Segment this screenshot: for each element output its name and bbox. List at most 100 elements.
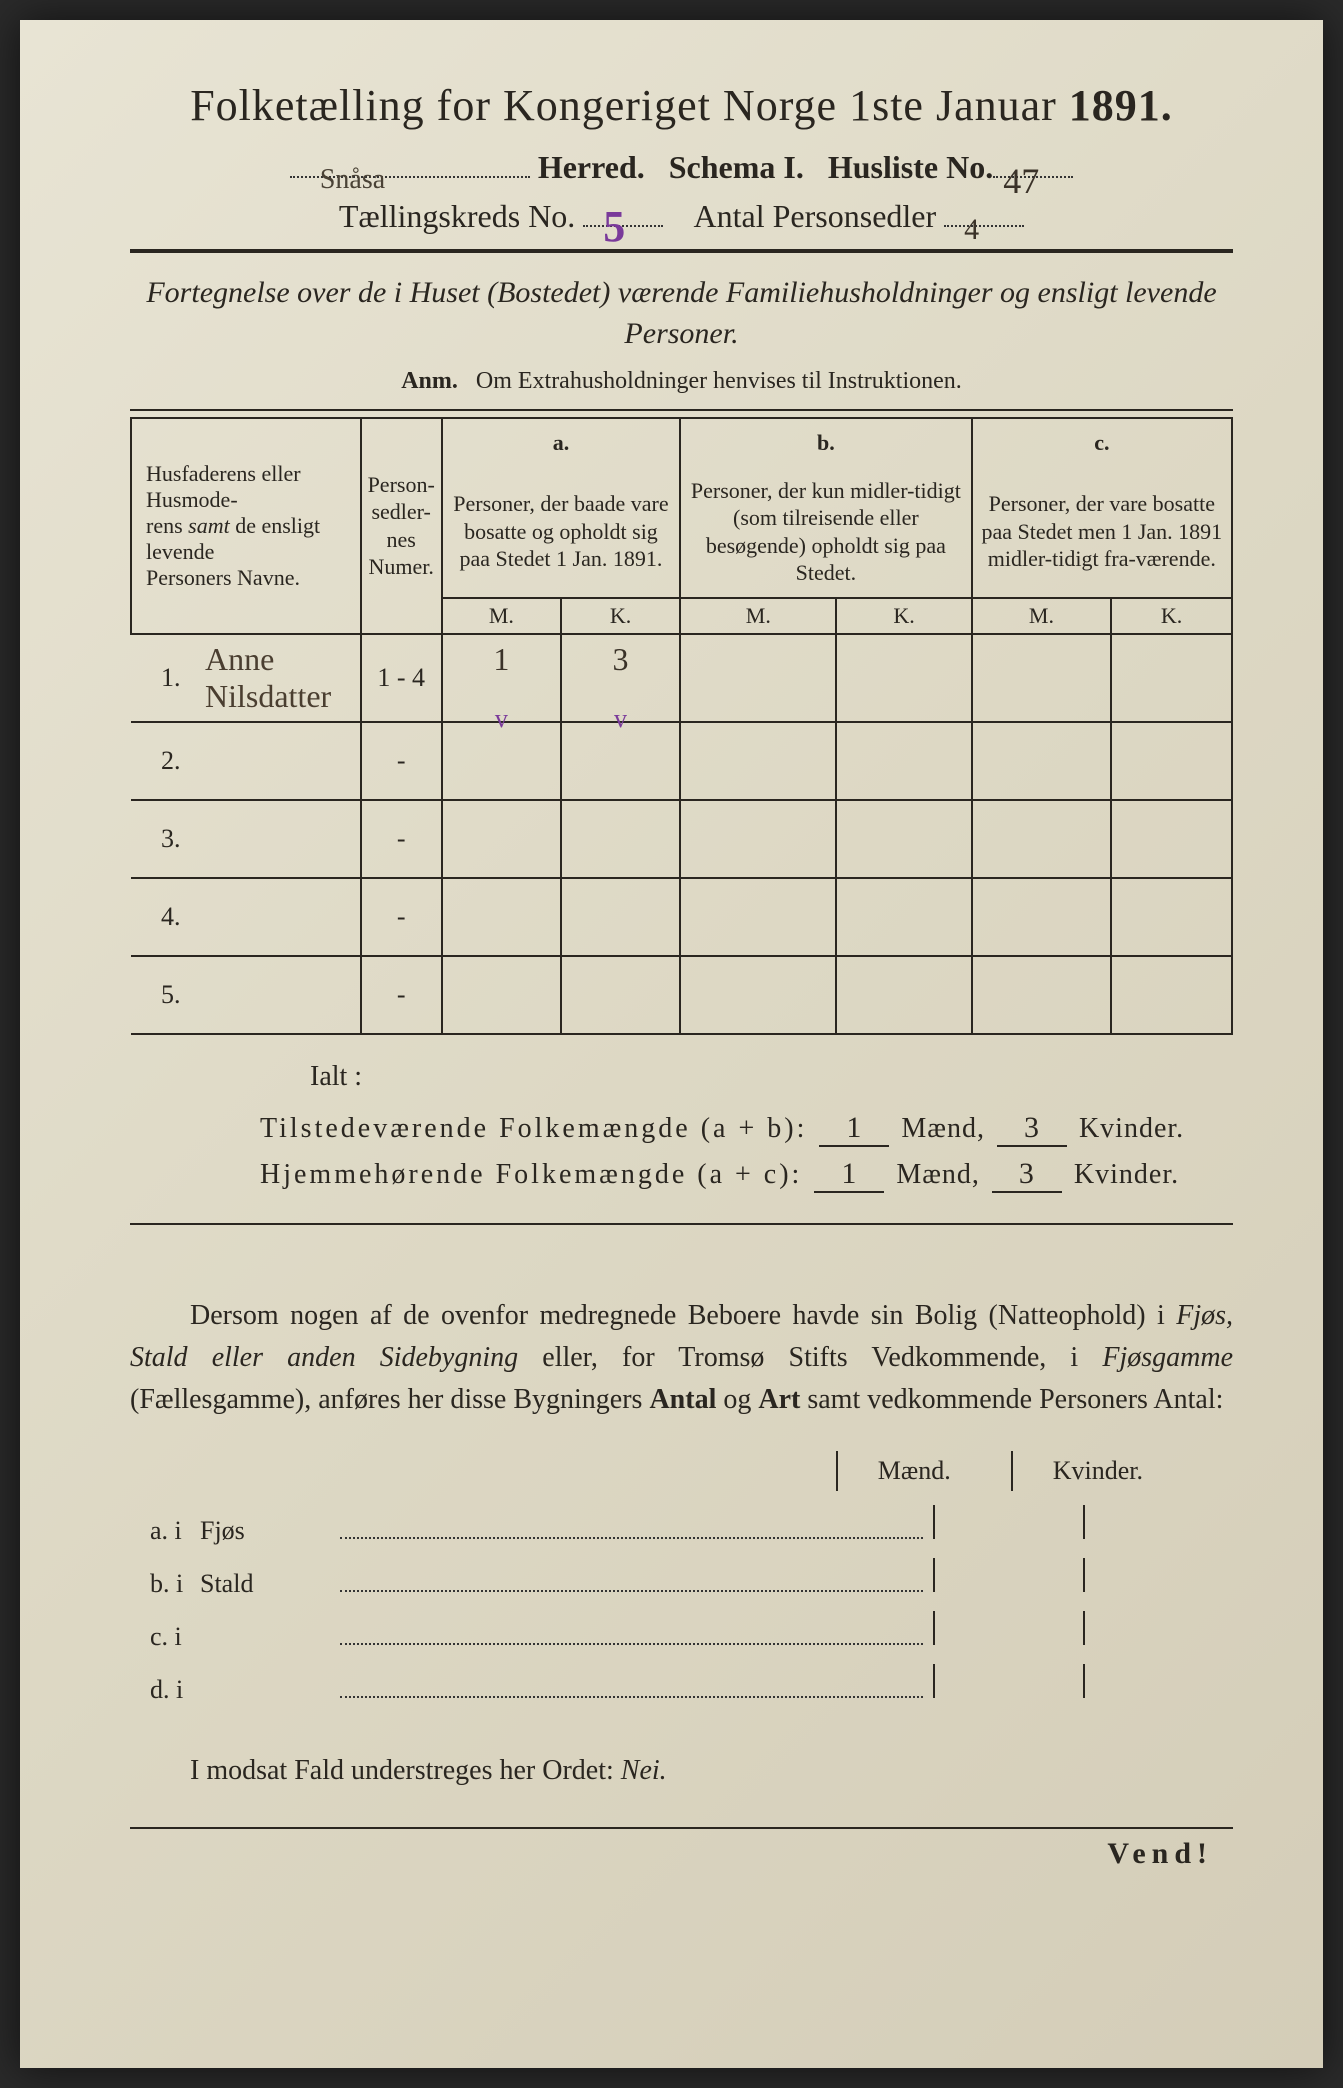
d-b2: Art [758, 1384, 800, 1415]
a-m: M. [442, 598, 561, 634]
c-k: K. [1111, 598, 1232, 634]
sep [933, 1611, 1083, 1645]
sum1-m: 1 [819, 1111, 889, 1147]
col-b-text: Personer, der kun midler-tidigt (som til… [680, 467, 972, 598]
building-row: d. i [130, 1664, 1233, 1705]
dots [340, 1684, 923, 1698]
vend-label: Vend! [130, 1837, 1233, 1871]
building-row: a. i Fjøs [130, 1505, 1233, 1546]
b-txt: Fjøs [200, 1516, 340, 1546]
row-b-k [836, 956, 971, 1034]
row-b-m [680, 634, 836, 722]
b-lbl: a. i [130, 1516, 200, 1546]
col-c-top: c. [972, 418, 1232, 467]
row-name: Anne Nilsdatter [201, 634, 361, 722]
d-p4: og [716, 1384, 758, 1415]
dots [340, 1578, 923, 1592]
herred-label: Herred. [538, 149, 645, 185]
a-label: a. [553, 430, 570, 455]
sum2-label: Hjemmehørende Folkemængde (a + c): [260, 1159, 802, 1190]
sep [933, 1558, 1083, 1592]
row-b-k [836, 800, 971, 878]
row-b-m [680, 722, 836, 800]
row-b-k [836, 722, 971, 800]
row-name [201, 956, 361, 1034]
kreds-field: 5 [583, 225, 663, 227]
dersom-paragraph: Dersom nogen af de ovenfor medregnede Be… [130, 1295, 1233, 1421]
row-c-m [972, 800, 1112, 878]
row-c-m [972, 722, 1112, 800]
sep [933, 1505, 1083, 1539]
b-lbl: c. i [130, 1622, 200, 1652]
table-row: 2. - [131, 722, 1232, 800]
c-label: c. [1094, 430, 1109, 455]
sedler-value: 4 [964, 213, 979, 247]
row-name [201, 800, 361, 878]
row-name [201, 722, 361, 800]
mk-m: Mænd. [836, 1451, 951, 1491]
anm-line: Anm. Om Extrahusholdninger henvises til … [130, 368, 1233, 395]
ialt-label: Ialt : [310, 1061, 1233, 1093]
col-names-header: Husfaderens eller Husmode- rens samt de … [131, 418, 361, 634]
sedler-field: 4 [944, 225, 1024, 227]
anm-label: Anm. [401, 368, 458, 394]
row-c-m [972, 878, 1112, 956]
kreds-value: 5 [603, 201, 625, 252]
row-num: 5. [131, 956, 201, 1034]
a-k: K. [561, 598, 680, 634]
row-a-m [442, 956, 561, 1034]
sep [1083, 1505, 1233, 1539]
dots [340, 1525, 923, 1539]
d-p5: samt vedkommende Personers Antal: [800, 1384, 1223, 1415]
sum2-m: 1 [814, 1157, 884, 1193]
row-num: 3. [131, 800, 201, 878]
b-lbl: b. i [130, 1569, 200, 1599]
divider-thick [130, 249, 1233, 253]
row-a-k [561, 800, 680, 878]
sum2-m-label: Mænd, [896, 1159, 980, 1190]
col-a-text: Personer, der baade vare bosatte og opho… [442, 467, 680, 598]
census-table: Husfaderens eller Husmode- rens samt de … [130, 417, 1233, 1035]
sep [1083, 1558, 1233, 1592]
main-title: Folketælling for Kongeriget Norge 1ste J… [130, 80, 1233, 131]
header-line-2: Snåsa Herred. Schema I. Husliste No.47 [130, 149, 1233, 186]
table-row: 3. - [131, 800, 1232, 878]
col-b-top: b. [680, 418, 972, 467]
husliste-label: Husliste No. [828, 149, 993, 185]
row-c-k [1111, 800, 1232, 878]
divider-thin-2 [130, 1223, 1233, 1225]
row-a-k [561, 878, 680, 956]
schema-label: Schema I. [669, 149, 804, 185]
husliste-field: 47 [993, 176, 1073, 178]
row-b-k [836, 634, 971, 722]
d-p2: eller, for Tromsø Stifts Vedkommende, i [518, 1342, 1102, 1373]
sedler-label: Antal Personsedler [694, 198, 937, 234]
col-c-text: Personer, der vare bosatte paa Stedet me… [972, 467, 1232, 598]
table-header-row-1: Husfaderens eller Husmode- rens samt de … [131, 418, 1232, 467]
anm-text: Om Extrahusholdninger henvises til Instr… [476, 368, 962, 394]
val: 3 [613, 641, 629, 677]
d-p3: (Fællesgamme), anføres her disse Bygning… [130, 1384, 649, 1415]
sep [933, 1664, 1083, 1698]
content-area: Folketælling for Kongeriget Norge 1ste J… [130, 80, 1233, 1871]
sum-hjemme: Hjemmehørende Folkemængde (a + c): 1 Mæn… [260, 1157, 1233, 1193]
header-line-3: Tællingskreds No. 5 Antal Personsedler 4 [130, 198, 1233, 235]
d-b1: Antal [649, 1384, 716, 1415]
herred-value: Snåsa [320, 164, 385, 196]
b-label: b. [817, 430, 835, 455]
dots [340, 1631, 923, 1645]
title-text: Folketælling for Kongeriget Norge 1ste J… [190, 81, 1069, 130]
c-m: M. [972, 598, 1112, 634]
row-a-m [442, 800, 561, 878]
mk-k: Kvinder. [1011, 1451, 1143, 1491]
row-name [201, 878, 361, 956]
sum1-m-label: Mænd, [901, 1113, 985, 1144]
b-lbl: d. i [130, 1675, 200, 1705]
building-row: c. i [130, 1611, 1233, 1652]
mk-header: Mænd. Kvinder. [130, 1451, 1233, 1491]
row-a-m [442, 722, 561, 800]
table-row: 1. Anne Nilsdatter 1 - 4 1v 3v [131, 634, 1232, 722]
row-b-m [680, 956, 836, 1034]
nei-pre: I modsat Fald understreges her Ordet: [190, 1755, 621, 1786]
sep [1083, 1611, 1233, 1645]
